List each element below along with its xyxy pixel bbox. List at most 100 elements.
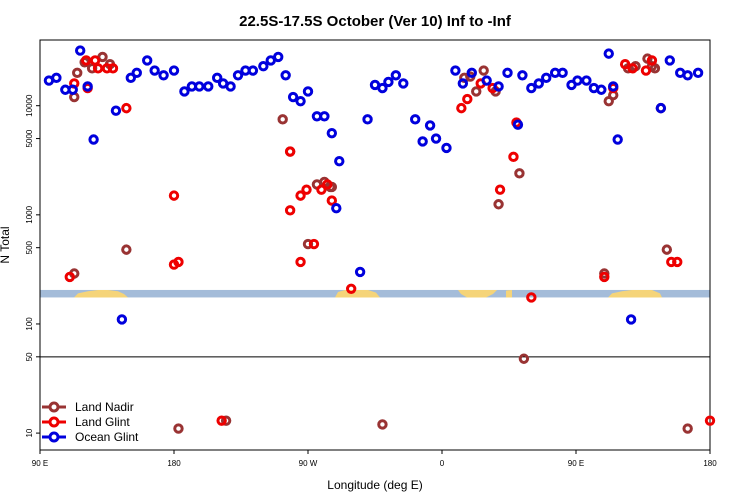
point-ocean-glint — [82, 81, 93, 92]
point-ocean-glint — [502, 67, 513, 79]
point-ocean-glint — [51, 72, 62, 84]
legend: Land Nadir Land Glint Ocean Glint — [42, 400, 139, 444]
point-land-glint — [107, 63, 119, 74]
y-tick-label: 50 — [25, 352, 34, 361]
point-ocean-glint — [142, 55, 153, 66]
point-ocean-glint — [131, 67, 142, 79]
point-ocean-glint — [682, 70, 693, 81]
legend-label-ocean-glint: Ocean Glint — [75, 430, 139, 444]
data-points — [43, 45, 716, 434]
point-ocean-glint — [493, 81, 504, 92]
point-land-nadir — [478, 65, 489, 76]
x-tick-label: 0 — [440, 459, 445, 468]
point-land-glint — [494, 184, 506, 195]
point-ocean-glint — [596, 84, 607, 95]
point-ocean-glint — [377, 82, 388, 94]
y-tick-label: 500 — [25, 240, 34, 254]
map-strip — [40, 289, 710, 298]
point-ocean-glint — [258, 61, 269, 72]
y-axis-label: N Total — [0, 226, 12, 263]
point-land-nadir — [493, 199, 504, 210]
point-ocean-glint — [125, 72, 137, 84]
point-ocean-glint — [149, 65, 160, 76]
map-land-australia-west — [74, 289, 128, 298]
point-land-nadir — [377, 419, 388, 430]
point-ocean-glint — [390, 70, 402, 81]
point-land-glint — [284, 146, 296, 157]
point-land-glint — [619, 59, 631, 70]
legend-marker-ocean-glint — [48, 431, 60, 443]
point-ocean-glint — [457, 78, 469, 89]
point-ocean-glint — [466, 67, 477, 79]
point-land-glint — [316, 184, 327, 195]
point-ocean-glint — [354, 266, 366, 278]
map-land-australia-east — [608, 289, 662, 298]
point-ocean-glint — [572, 75, 583, 86]
point-ocean-glint — [287, 91, 299, 103]
y-tick-label: 5000 — [25, 129, 34, 147]
point-ocean-glint — [110, 105, 122, 116]
point-land-nadir — [121, 244, 132, 255]
point-ocean-glint — [541, 72, 552, 84]
point-ocean-glint — [625, 314, 637, 325]
legend-marker-land-nadir — [48, 401, 60, 413]
point-ocean-glint — [383, 76, 394, 88]
point-ocean-glint — [232, 70, 244, 81]
point-land-glint — [326, 195, 338, 206]
point-ocean-glint — [194, 81, 205, 92]
point-land-glint — [284, 205, 296, 216]
x-tick-label: 90 E — [32, 459, 48, 468]
point-ocean-glint — [430, 133, 442, 144]
point-ocean-glint — [612, 134, 623, 145]
point-land-nadir — [277, 114, 288, 125]
point-land-glint — [308, 238, 320, 250]
point-land-glint — [80, 55, 92, 66]
y-tick-label: 1000 — [25, 205, 34, 223]
point-ocean-glint — [179, 86, 190, 97]
point-ocean-glint — [334, 156, 345, 167]
point-ocean-glint — [203, 81, 214, 92]
x-tick-label: 180 — [703, 459, 717, 468]
point-land-nadir — [72, 67, 83, 79]
point-land-glint — [508, 151, 519, 163]
point-ocean-glint — [512, 119, 524, 130]
point-land-glint — [121, 102, 132, 114]
point-land-glint — [168, 190, 180, 201]
x-tick-label: 90 W — [299, 459, 318, 468]
point-land-nadir — [220, 415, 232, 426]
point-land-glint — [92, 63, 104, 74]
point-ocean-glint — [331, 203, 342, 214]
point-ocean-glint — [273, 51, 284, 63]
point-land-glint — [322, 179, 333, 190]
point-ocean-glint — [247, 65, 259, 76]
point-land-glint — [216, 415, 227, 426]
point-land-glint — [627, 63, 638, 74]
point-ocean-glint — [319, 111, 330, 122]
point-ocean-glint — [533, 78, 544, 89]
point-ocean-glint — [225, 81, 236, 92]
point-ocean-glint — [441, 142, 452, 154]
point-ocean-glint — [417, 136, 428, 147]
point-ocean-glint — [603, 48, 614, 59]
axes: 90 E 180 90 W 0 90 E 180 10501005001000500010… — [0, 39, 717, 492]
point-ocean-glint — [88, 134, 99, 145]
point-ocean-glint — [326, 127, 338, 139]
point-land-nadir — [514, 168, 525, 179]
point-ocean-glint — [557, 67, 568, 79]
point-ocean-glint — [168, 65, 180, 76]
point-ocean-glint — [280, 70, 291, 81]
chart-title: 22.5S-17.5S October (Ver 10) Inf to -Inf — [239, 13, 512, 30]
point-ocean-glint — [410, 114, 421, 125]
point-ocean-glint — [295, 95, 306, 107]
point-land-nadir — [173, 423, 184, 434]
legend-item-land-glint: Land Glint — [42, 415, 130, 429]
legend-marker-land-glint — [48, 416, 60, 428]
point-land-glint — [640, 65, 652, 76]
map-land-southern-africa — [458, 289, 497, 298]
point-land-glint — [173, 256, 184, 268]
point-ocean-glint — [362, 114, 373, 125]
point-ocean-glint — [75, 45, 86, 56]
point-land-glint — [295, 190, 306, 201]
point-ocean-glint — [398, 78, 409, 89]
